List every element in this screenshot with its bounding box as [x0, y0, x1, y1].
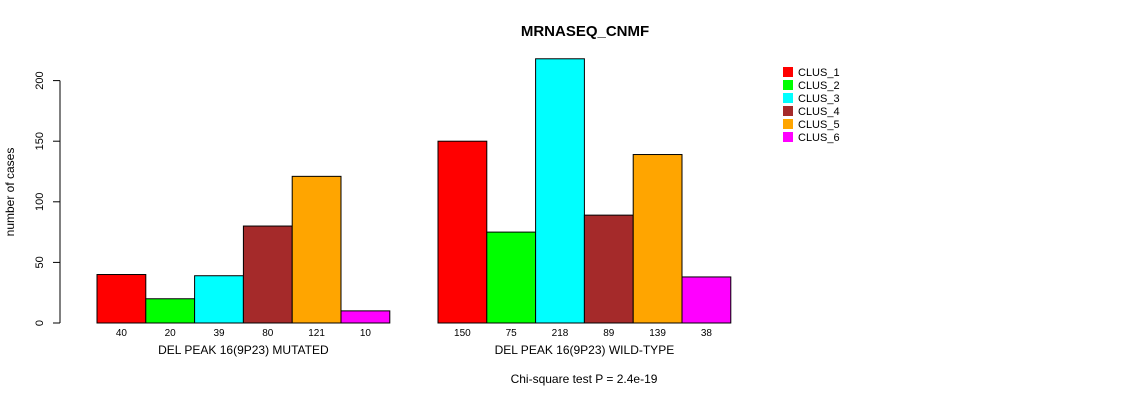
y-tick-label: 50	[34, 256, 46, 268]
bar-clus-1-group-2	[437, 140, 488, 324]
y-axis: 0 50 100 150 200	[34, 71, 61, 326]
bar-value-label: 80	[262, 328, 274, 339]
bar-value-label: 75	[506, 328, 518, 339]
y-tick-label: 200	[34, 71, 46, 89]
legend-label-6: CLUS_6	[798, 132, 840, 144]
bar-value-label: 40	[116, 328, 128, 339]
chart-title: MRNASEQ_CNMF	[521, 23, 649, 40]
bar-clus-5-group-2	[632, 154, 683, 324]
bar-clus-4-group-1	[242, 225, 293, 324]
y-tick-label: 100	[34, 193, 46, 211]
bar-value-label: 89	[603, 328, 615, 339]
legend-swatch-1	[783, 67, 793, 77]
legend-label-5: CLUS_5	[798, 119, 840, 131]
bar-value-label: 139	[649, 328, 666, 339]
legend-label-3: CLUS_3	[798, 93, 840, 105]
bar-value-label: 121	[308, 328, 325, 339]
y-tick-label: 150	[34, 132, 46, 150]
bar-clus-4-group-2	[583, 214, 634, 324]
y-tick-label: 0	[34, 320, 46, 326]
bar-value-label: 20	[165, 328, 177, 339]
group-label-2: DEL PEAK 16(9P23) WILD-TYPE	[495, 343, 675, 357]
bar-clus-6-group-1	[340, 310, 391, 324]
legend-swatch-3	[783, 93, 793, 103]
group-label-1: DEL PEAK 16(9P23) MUTATED	[158, 343, 329, 357]
bar-clus-1-group-1	[96, 274, 147, 324]
legend-label-1: CLUS_1	[798, 67, 840, 79]
legend-swatch-4	[783, 106, 793, 116]
bar-value-label: 38	[701, 328, 713, 339]
bar-value-label: 150	[454, 328, 471, 339]
group-labels: DEL PEAK 16(9P23) MUTATED DEL PEAK 16(9P2…	[158, 343, 674, 357]
bar-value-label: 218	[552, 328, 569, 339]
bar-value-label: 10	[360, 328, 372, 339]
bar-clus-3-group-2	[535, 58, 585, 324]
chi-square-footnote: Chi-square test P = 2.4e-19	[511, 372, 658, 386]
bar-value-label: 39	[213, 328, 225, 339]
legend-label-4: CLUS_4	[798, 106, 840, 118]
bar-clus-2-group-1	[145, 298, 196, 324]
bar-clus-3-group-1	[194, 275, 244, 324]
legend-swatch-5	[783, 119, 793, 129]
bar-clus-2-group-2	[486, 231, 537, 324]
legend-swatch-6	[783, 132, 793, 142]
legend-label-2: CLUS_2	[798, 80, 840, 92]
bar-clus-5-group-1	[291, 175, 342, 324]
bars	[96, 58, 732, 324]
bar-clus-6-group-2	[681, 276, 732, 324]
legend-swatch-2	[783, 80, 793, 90]
value-labels: 40 20 39 80 121 10 150 75 218 89 139 38	[116, 328, 713, 339]
y-axis-label: number of cases	[3, 148, 17, 237]
